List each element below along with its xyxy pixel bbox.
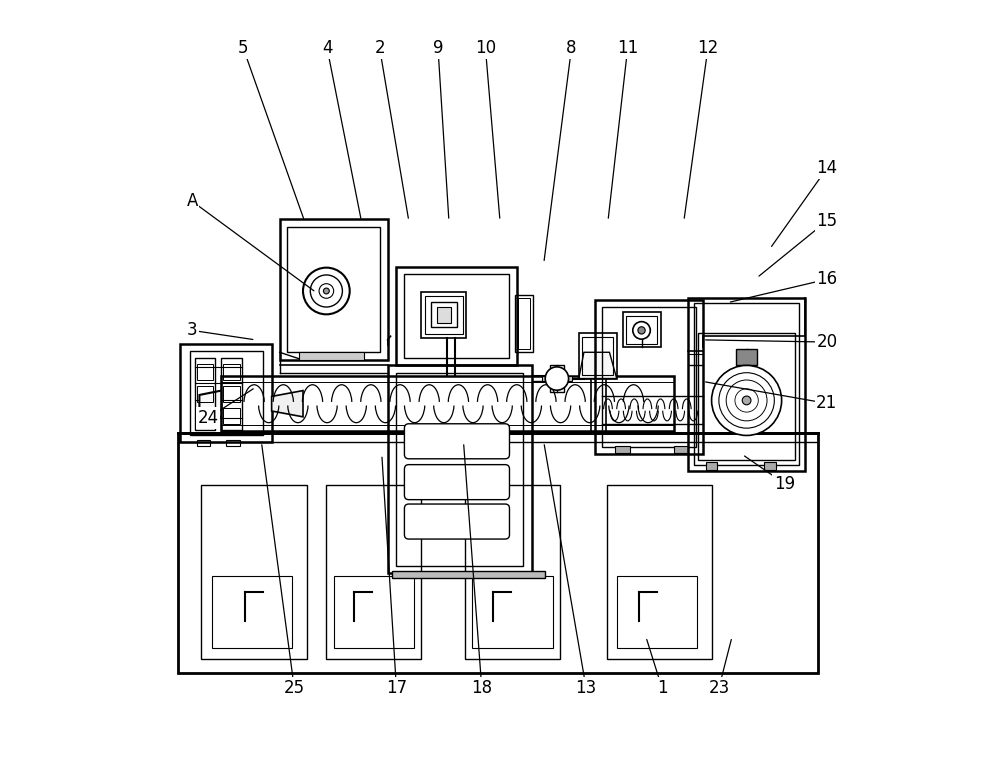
Bar (326, 485, 421, 659)
Bar (431, 302, 457, 328)
Bar (221, 376, 674, 431)
Circle shape (742, 396, 751, 405)
Bar (201, 485, 307, 659)
Circle shape (638, 327, 645, 334)
Text: 14: 14 (816, 160, 837, 177)
Bar (195, 358, 215, 429)
Text: 24: 24 (198, 409, 219, 427)
Bar (287, 226, 380, 353)
Text: 1: 1 (657, 679, 667, 697)
Text: 11: 11 (617, 39, 638, 57)
Text: 15: 15 (816, 212, 837, 230)
Text: 17: 17 (386, 679, 407, 697)
Bar (706, 462, 717, 470)
Bar (623, 312, 661, 347)
Bar (579, 334, 617, 378)
Bar (223, 407, 240, 424)
Bar (694, 303, 799, 465)
Circle shape (545, 367, 569, 390)
Bar (515, 296, 533, 353)
Bar (180, 344, 272, 442)
Bar (197, 386, 213, 402)
Bar (388, 366, 532, 573)
Text: 19: 19 (774, 474, 795, 492)
Bar (226, 440, 240, 445)
Text: 21: 21 (816, 394, 837, 413)
FancyBboxPatch shape (404, 504, 509, 539)
Text: 12: 12 (697, 39, 719, 57)
Bar (736, 350, 757, 366)
Bar (197, 364, 213, 380)
Circle shape (319, 283, 334, 298)
Text: 3: 3 (187, 321, 197, 340)
Text: 8: 8 (566, 39, 577, 57)
Bar (550, 366, 564, 391)
Polygon shape (199, 391, 221, 416)
Circle shape (735, 389, 758, 412)
Bar (615, 445, 630, 453)
Bar (698, 333, 795, 461)
Text: 18: 18 (471, 679, 492, 697)
Circle shape (323, 288, 329, 294)
Bar (197, 440, 210, 445)
Circle shape (726, 380, 767, 421)
Bar (396, 267, 517, 366)
Bar (688, 298, 805, 471)
Bar (404, 274, 509, 358)
Circle shape (310, 275, 342, 307)
Text: 10: 10 (475, 39, 496, 57)
Bar (190, 351, 263, 435)
Bar (221, 358, 242, 429)
FancyBboxPatch shape (404, 464, 509, 499)
Polygon shape (272, 391, 303, 416)
Text: 2: 2 (374, 39, 385, 57)
Bar (602, 307, 696, 447)
Bar (280, 220, 388, 359)
Text: 23: 23 (708, 679, 730, 697)
Bar (764, 462, 776, 470)
Bar (223, 386, 240, 402)
Bar (472, 575, 553, 648)
Circle shape (712, 366, 782, 435)
Text: 9: 9 (433, 39, 443, 57)
Bar (197, 407, 213, 424)
Bar (396, 372, 523, 566)
Bar (421, 293, 466, 337)
Bar (607, 485, 712, 659)
Bar (595, 299, 703, 454)
Bar (223, 364, 240, 380)
Bar (425, 296, 463, 334)
FancyBboxPatch shape (404, 424, 509, 459)
Circle shape (719, 372, 774, 428)
Bar (566, 375, 572, 382)
Text: A: A (186, 192, 198, 211)
Circle shape (303, 268, 350, 315)
Text: 13: 13 (575, 679, 597, 697)
Text: 4: 4 (322, 39, 332, 57)
Text: 20: 20 (816, 333, 837, 351)
Bar (178, 432, 818, 673)
Circle shape (633, 321, 650, 339)
Bar (465, 485, 560, 659)
Text: 16: 16 (816, 271, 837, 288)
Bar (617, 575, 697, 648)
Text: 5: 5 (238, 39, 248, 57)
Bar (334, 575, 414, 648)
Bar (582, 337, 613, 375)
Bar (626, 316, 657, 344)
Bar (674, 445, 688, 453)
Bar (299, 353, 364, 359)
Bar (437, 307, 451, 323)
Bar (392, 572, 545, 578)
Bar (212, 575, 292, 648)
Bar (518, 298, 530, 350)
Polygon shape (579, 353, 617, 378)
Bar (542, 375, 548, 382)
Text: 25: 25 (284, 679, 305, 697)
